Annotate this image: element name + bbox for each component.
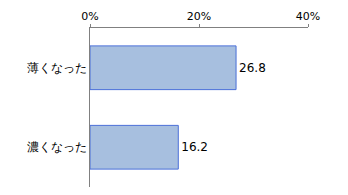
svg-text:26.8: 26.8 <box>239 61 266 75</box>
svg-text:16.2: 16.2 <box>181 140 208 154</box>
svg-text:薄くなった: 薄くなった <box>27 61 87 75</box>
svg-text:濃くなった: 濃くなった <box>27 140 87 154</box>
svg-text:20%: 20% <box>187 10 211 23</box>
svg-text:0%: 0% <box>81 10 98 23</box>
svg-text:40%: 40% <box>296 10 320 23</box>
